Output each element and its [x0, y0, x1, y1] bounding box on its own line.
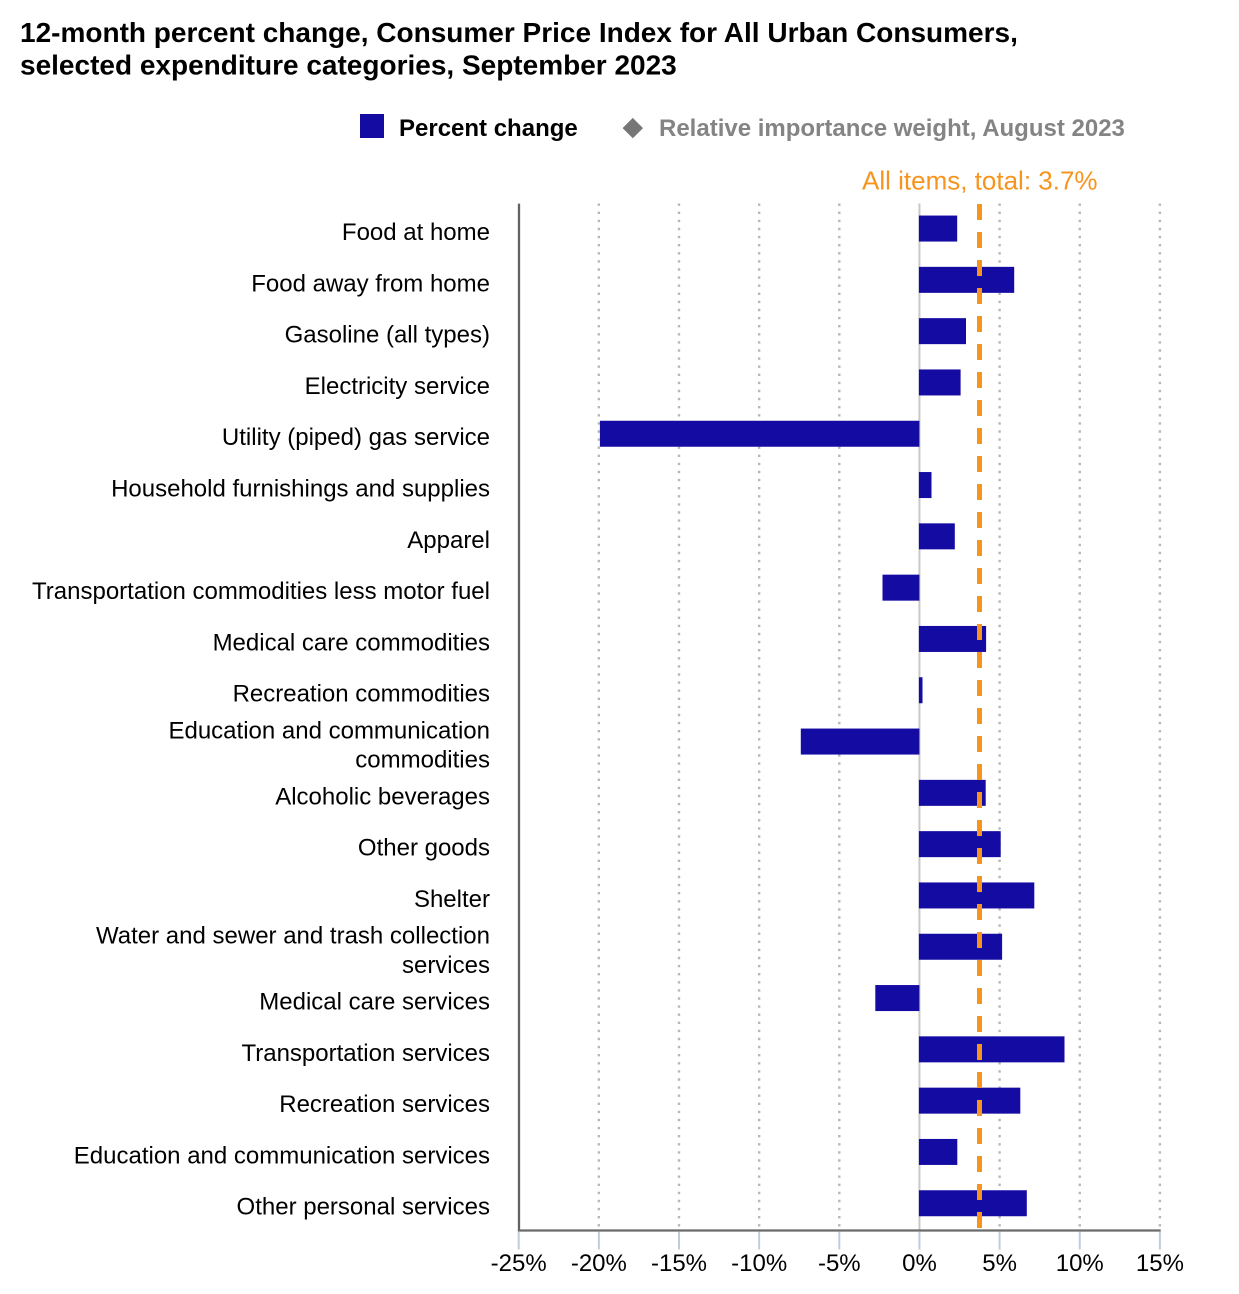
svg-text:Transportation commodities les: Transportation commodities less motor fu… — [32, 578, 490, 605]
svg-text:Medical care commodities: Medical care commodities — [213, 629, 490, 656]
svg-text:Relative importance weight, Au: Relative importance weight, August 2023 — [659, 115, 1125, 142]
svg-text:Household furnishings and supp: Household furnishings and supplies — [111, 475, 490, 502]
svg-text:Medical care services: Medical care services — [259, 988, 490, 1015]
svg-text:Alcoholic beverages: Alcoholic beverages — [275, 783, 490, 810]
svg-text:10%: 10% — [1056, 1250, 1104, 1277]
svg-text:Percent change: Percent change — [399, 115, 578, 142]
svg-text:-20%: -20% — [571, 1250, 627, 1277]
svg-text:Recreation commodities: Recreation commodities — [233, 681, 490, 708]
svg-text:Water and sewer and trash coll: Water and sewer and trash collection — [96, 922, 490, 949]
svg-text:commodities: commodities — [355, 747, 490, 774]
svg-text:Education and communication se: Education and communication services — [74, 1142, 490, 1169]
svg-text:Utility (piped) gas service: Utility (piped) gas service — [222, 424, 490, 451]
svg-text:Transportation services: Transportation services — [241, 1040, 490, 1067]
svg-text:0%: 0% — [902, 1250, 937, 1277]
svg-text:12-month percent change, Consu: 12-month percent change, Consumer Price … — [20, 17, 1018, 48]
svg-text:Education and communication: Education and communication — [168, 717, 490, 744]
svg-text:-15%: -15% — [651, 1250, 707, 1277]
svg-text:Shelter: Shelter — [414, 886, 490, 913]
svg-text:Apparel: Apparel — [407, 527, 490, 554]
svg-text:-5%: -5% — [818, 1250, 861, 1277]
svg-text:Recreation services: Recreation services — [279, 1091, 490, 1118]
svg-text:-25%: -25% — [491, 1250, 547, 1277]
svg-text:Other goods: Other goods — [358, 835, 490, 862]
svg-text:15%: 15% — [1136, 1250, 1184, 1277]
svg-text:5%: 5% — [982, 1250, 1017, 1277]
svg-text:Food away from home: Food away from home — [251, 270, 490, 297]
svg-text:-10%: -10% — [731, 1250, 787, 1277]
svg-text:services: services — [402, 952, 490, 979]
svg-text:Food at home: Food at home — [342, 219, 490, 246]
svg-text:Electricity service: Electricity service — [305, 373, 490, 400]
svg-text:Other personal services: Other personal services — [237, 1194, 490, 1221]
svg-text:selected expenditure categorie: selected expenditure categories, Septemb… — [20, 49, 677, 80]
svg-text:Gasoline (all types): Gasoline (all types) — [285, 322, 490, 349]
svg-text:All items, total: 3.7%: All items, total: 3.7% — [862, 165, 1098, 195]
